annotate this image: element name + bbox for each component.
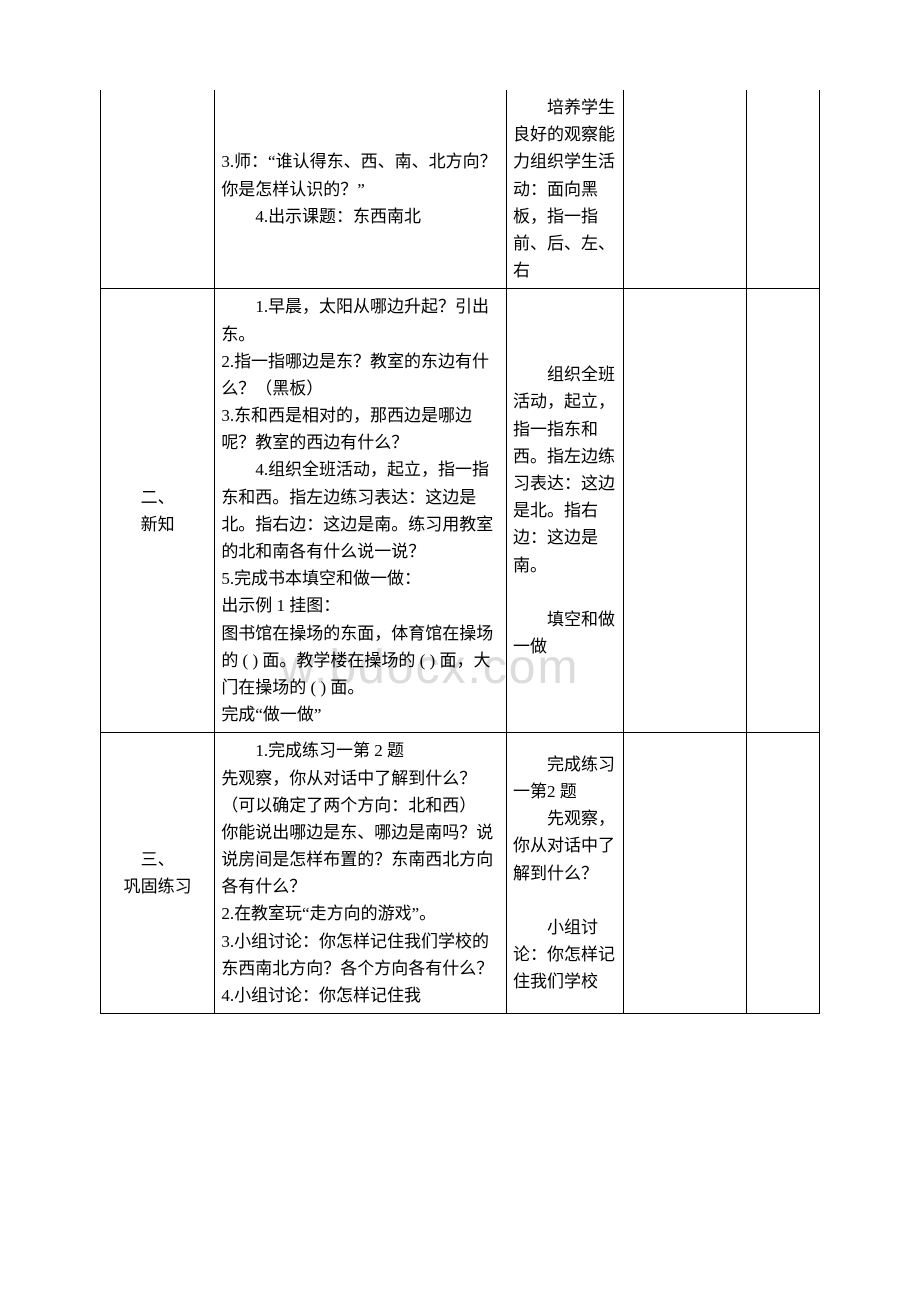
text-line: 3.师：“谁认得东、西、南、北方向？你是怎样认识的？”	[221, 148, 500, 202]
cell-student-activity: 培养学生良好的观察能力组织学生活动：面向黑板，指一指前、后、左、右	[506, 90, 624, 289]
text-line: 图书馆在操场的东面，体育馆在操场的 ( ) 面。教学楼在操场的 ( ) 面，大门…	[221, 620, 500, 702]
cell-empty	[624, 733, 747, 1014]
cell-empty	[624, 90, 747, 289]
cell-empty	[747, 733, 820, 1014]
cell-section-label	[101, 90, 215, 289]
cell-teacher-activity: 1.早晨，太阳从哪边升起？引出东。 2.指一指哪边是东？教室的东边有什么？（黑板…	[215, 289, 507, 733]
text-line: 填空和做一做	[513, 606, 618, 660]
cell-teacher-activity: 3.师：“谁认得东、西、南、北方向？你是怎样认识的？” 4.出示课题：东西南北	[215, 90, 507, 289]
cell-student-activity: 组织全班活动，起立，指一指东和西。指左边练习表达：这边是北。指右边：这边是南。 …	[506, 289, 624, 733]
text-line: 你能说出哪边是东、哪边是南吗？说说房间是怎样布置的？东南西北方向各有什么？	[221, 819, 500, 901]
cell-empty	[747, 289, 820, 733]
cell-section-label: 二、 新知	[101, 289, 215, 733]
text-line: 先观察，你从对话中了解到什么？	[513, 805, 618, 887]
text-line: 组织全班活动，起立，指一指东和西。指左边练习表达：这边是北。指右边：这边是南。	[513, 361, 618, 579]
text-line: 培养学生良好的观察能力组织学生活动：面向黑板，指一指前、后、左、右	[513, 94, 618, 284]
cell-empty	[747, 90, 820, 289]
table-row: 二、 新知 1.早晨，太阳从哪边升起？引出东。 2.指一指哪边是东？教室的东边有…	[101, 289, 820, 733]
text-line: 完成“做一做”	[221, 701, 500, 728]
text-line: 5.完成书本填空和做一做：	[221, 565, 500, 592]
text-line: 4.组织全班活动，起立，指一指东和西。指左边练习表达：这边是北。指右边：这边是南…	[221, 456, 500, 565]
text-line: 3.小组讨论：你怎样记住我们学校的东西南北方向？各个方向各有什么？	[221, 928, 500, 982]
cell-empty	[624, 289, 747, 733]
cell-teacher-activity: 1.完成练习一第 2 题 先观察，你从对话中了解到什么？（可以确定了两个方向：北…	[215, 733, 507, 1014]
table-row: 三、 巩固练习 1.完成练习一第 2 题 先观察，你从对话中了解到什么？（可以确…	[101, 733, 820, 1014]
text-line: 2.在教室玩“走方向的游戏”。	[221, 900, 500, 927]
text-line: 出示例 1 挂图：	[221, 592, 500, 619]
text-line: 完成练习一第2 题	[513, 751, 618, 805]
text-line: 4.小组讨论：你怎样记住我	[221, 982, 500, 1009]
text-line	[513, 887, 618, 914]
text-line: 1.完成练习一第 2 题	[221, 737, 500, 764]
text-line: 小组讨论：你怎样记住我们学校	[513, 914, 618, 996]
text-line	[513, 579, 618, 606]
table-row: 3.师：“谁认得东、西、南、北方向？你是怎样认识的？” 4.出示课题：东西南北 …	[101, 90, 820, 289]
cell-section-label: 三、 巩固练习	[101, 733, 215, 1014]
text-line: 2.指一指哪边是东？教室的东边有什么？（黑板）	[221, 348, 500, 402]
text-line: 4.出示课题：东西南北	[221, 203, 500, 230]
cell-student-activity: 完成练习一第2 题 先观察，你从对话中了解到什么？ 小组讨论：你怎样记住我们学校	[506, 733, 624, 1014]
text-line: 先观察，你从对话中了解到什么？（可以确定了两个方向：北和西）	[221, 765, 500, 819]
text-line: 3.东和西是相对的，那西边是哪边呢？教室的西边有什么？	[221, 402, 500, 456]
lesson-plan-table: 3.师：“谁认得东、西、南、北方向？你是怎样认识的？” 4.出示课题：东西南北 …	[100, 90, 820, 1014]
text-line: 1.早晨，太阳从哪边升起？引出东。	[221, 293, 500, 347]
